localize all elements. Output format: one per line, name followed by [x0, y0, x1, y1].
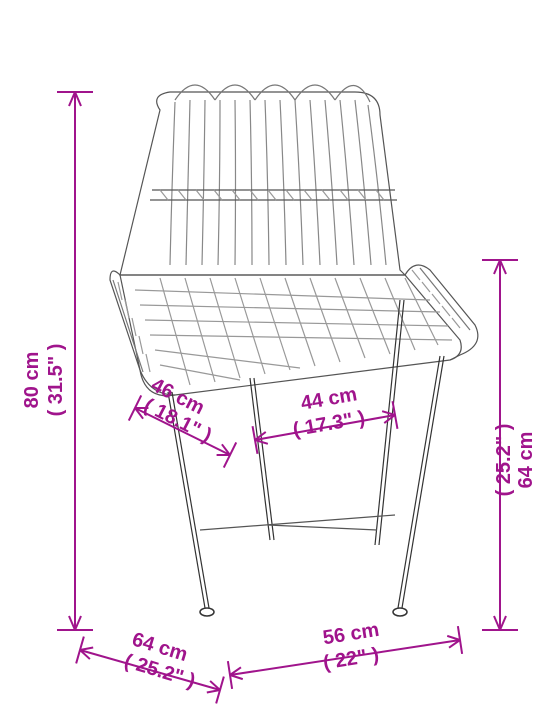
label-arm-height-cm: 64 cm	[515, 432, 537, 489]
chair-sketch	[110, 85, 478, 616]
label-arm-height-in: ( 25.2" )	[493, 424, 515, 497]
label-overall-height-cm: 80 cm	[21, 352, 43, 409]
dimension-diagram: 80 cm ( 31.5" ) 64 cm ( 25.2" ) 46 cm ( …	[0, 0, 540, 720]
label-overall-height-in: ( 31.5" )	[45, 344, 67, 417]
dimension-lines	[57, 92, 518, 703]
